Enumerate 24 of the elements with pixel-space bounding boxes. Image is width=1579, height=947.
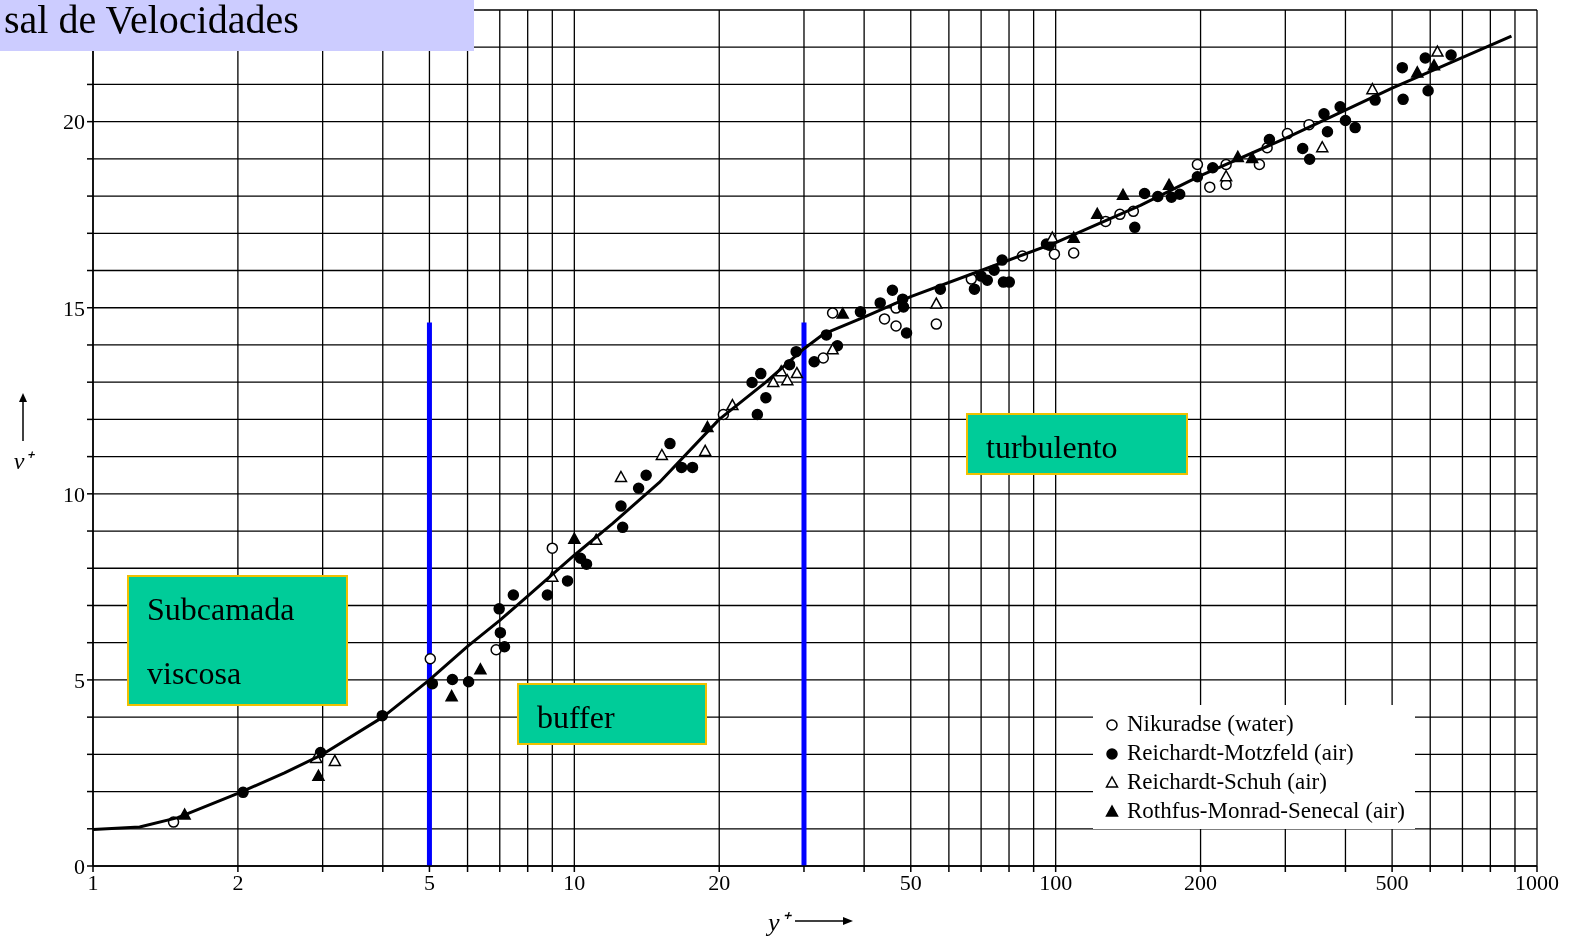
text-box: turbulento — [966, 413, 1188, 475]
x-tick-label: 1000 — [1515, 869, 1559, 895]
y-axis-title: v⁺ — [13, 448, 33, 474]
x-tick-label: 500 — [1375, 869, 1409, 895]
x-tick-label: 2 — [232, 869, 244, 895]
y-tick-label: 5 — [74, 667, 85, 693]
legend-label: Nikuradse (water) — [1127, 710, 1294, 738]
x-tick-label: 20 — [708, 869, 731, 895]
y-tick-label: 15 — [63, 295, 85, 321]
x-tick-label: 100 — [1039, 869, 1073, 895]
x-tick-label: 50 — [899, 869, 922, 895]
x-tick-label: 10 — [563, 869, 586, 895]
legend-label: Reichardt-Motzfeld (air) — [1127, 739, 1354, 767]
y-tick-label: 10 — [63, 481, 85, 507]
y-tick-label: 0 — [74, 853, 85, 879]
text-box: Subcamada viscosa — [127, 575, 348, 706]
x-tick-label: 1 — [87, 869, 99, 895]
x-tick-label: 5 — [423, 869, 435, 895]
y-tick-label: 20 — [63, 109, 85, 135]
legend-label: Rothfus-Monrad-Senecal (air) — [1127, 797, 1405, 825]
legend-label: Reichardt-Schuh (air) — [1127, 768, 1327, 796]
x-tick-label: 200 — [1184, 869, 1218, 895]
text-box: buffer — [517, 683, 707, 745]
title-box: sal de Velocidades — [0, 0, 474, 51]
